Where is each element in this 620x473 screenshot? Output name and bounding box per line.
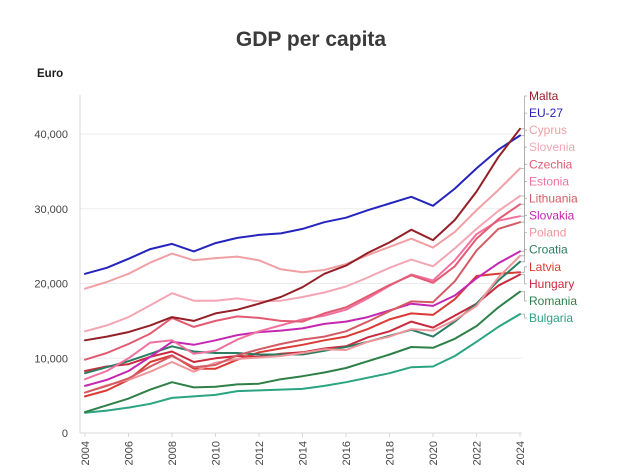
line-eu-27 <box>84 134 521 275</box>
y-tick-label: 20,000 <box>34 279 68 291</box>
line-latvia <box>84 271 521 398</box>
legend-label-malta: Malta <box>529 89 559 103</box>
y-tick-label: 30,000 <box>34 204 68 216</box>
line-czechia <box>84 203 521 361</box>
legend-leader <box>521 313 527 319</box>
line-bulgaria <box>84 313 521 414</box>
x-tick-label: 2006 <box>124 441 136 465</box>
series-layer <box>84 127 521 414</box>
legend-label-cyprus: Cyprus <box>529 123 567 137</box>
line-slovenia <box>84 195 521 333</box>
x-tick-label: 2004 <box>80 441 92 465</box>
legend-leader <box>521 232 527 257</box>
legend-leader <box>521 266 527 273</box>
legend-leader <box>521 198 527 223</box>
legend-label-poland: Poland <box>529 226 566 240</box>
legend-leader <box>521 146 527 197</box>
axis-layer: 0 10,000 20,000 30,000 40,000 2004 2006 2008 201… <box>34 95 527 465</box>
legend-label-eu-27: EU-27 <box>529 106 563 120</box>
x-tick-label: 2018 <box>385 441 397 465</box>
x-tick-label: 2014 <box>298 441 310 465</box>
line-estonia <box>84 215 521 381</box>
legend-label-hungary: Hungary <box>529 277 574 291</box>
x-tick-label: 2012 <box>254 441 266 465</box>
chart-title: GDP per capita <box>236 28 386 51</box>
x-tick-label: 2010 <box>211 441 223 465</box>
legend-label-czechia: Czechia <box>529 157 573 171</box>
legend-leader <box>521 129 527 169</box>
x-tick-label: 2016 <box>341 441 353 465</box>
legend-leader <box>521 112 527 136</box>
grid-layer <box>80 133 522 359</box>
legend-layer: Malta EU-27 Cyprus Slovenia Czechia Estonia Li… <box>521 89 578 325</box>
legend-label-romania: Romania <box>529 294 577 308</box>
legend-leader <box>521 274 527 285</box>
line-romania <box>84 290 521 414</box>
x-tick-label: 2020 <box>428 441 440 465</box>
line-malta <box>84 127 521 342</box>
legend-label-latvia: Latvia <box>529 260 561 274</box>
legend-leader <box>521 291 527 302</box>
legend-label-croatia: Croatia <box>529 243 568 257</box>
y-tick-label: 0 <box>62 428 68 440</box>
legend-label-slovenia: Slovenia <box>529 140 575 154</box>
legend-label-lithuania: Lithuania <box>529 191 578 205</box>
legend-label-bulgaria: Bulgaria <box>529 311 573 325</box>
legend-leader <box>521 249 527 263</box>
legend-leader <box>521 95 527 130</box>
x-tick-label: 2008 <box>167 441 179 465</box>
x-tick-label: 2022 <box>472 441 484 465</box>
y-tick-label: 10,000 <box>34 353 68 365</box>
legend-label-slovakia: Slovakia <box>529 209 575 223</box>
legend-leader <box>521 215 527 252</box>
y-axis-unit-label: Euro <box>37 68 63 80</box>
line-cyprus <box>84 167 521 290</box>
line-poland <box>84 254 521 394</box>
line-lithuania <box>84 221 521 394</box>
legend-label-estonia: Estonia <box>529 174 569 188</box>
line-slovakia <box>84 250 521 387</box>
y-tick-label: 40,000 <box>34 129 68 141</box>
x-tick-label: 2024 <box>515 441 527 465</box>
